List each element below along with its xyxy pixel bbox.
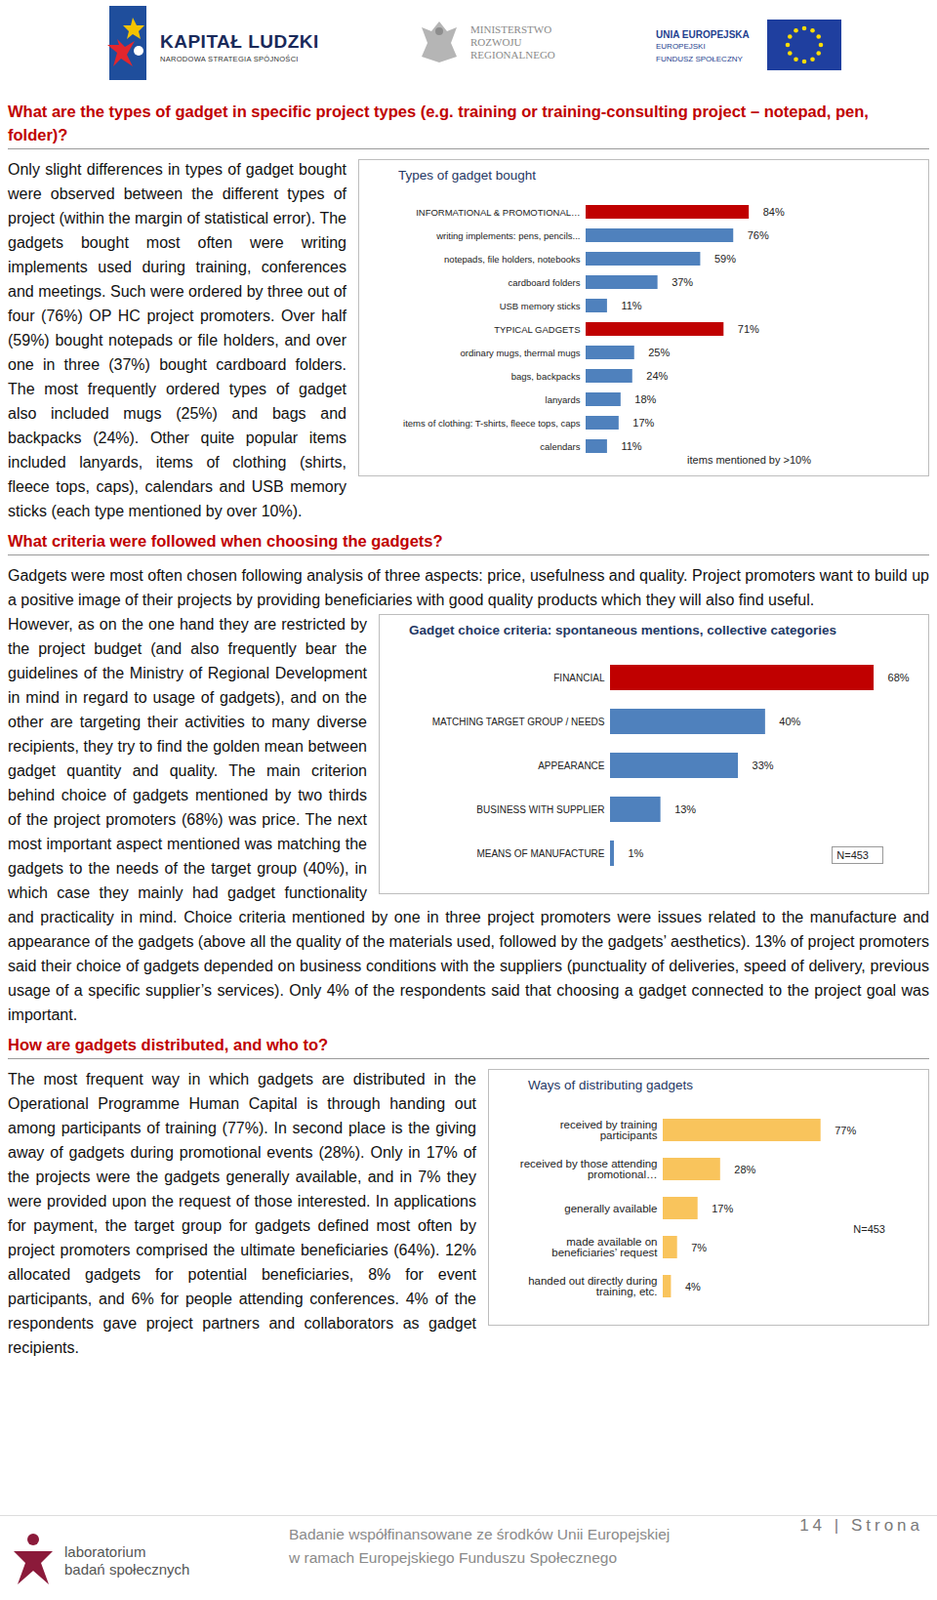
- svg-text:cardboard folders: cardboard folders: [508, 277, 581, 288]
- svg-text:bags, backpacks: bags, backpacks: [511, 370, 581, 382]
- svg-text:4%: 4%: [685, 1280, 701, 1293]
- svg-text:calendars: calendars: [539, 441, 580, 452]
- svg-text:25%: 25%: [648, 346, 670, 359]
- svg-text:13%: 13%: [674, 803, 696, 815]
- svg-text:17%: 17%: [632, 416, 654, 429]
- svg-text:TYPICAL GADGETS: TYPICAL GADGETS: [493, 324, 580, 335]
- svg-text:11%: 11%: [620, 440, 642, 452]
- svg-text:generally available: generally available: [564, 1202, 657, 1215]
- svg-text:17%: 17%: [711, 1202, 734, 1215]
- svg-text:received by trainingparticipan: received by trainingparticipants: [560, 1118, 658, 1142]
- svg-text:40%: 40%: [778, 715, 801, 728]
- svg-text:MEANS OF MANUFACTURE: MEANS OF MANUFACTURE: [476, 848, 605, 859]
- svg-text:USB memory sticks: USB memory sticks: [499, 300, 581, 312]
- svg-text:28%: 28%: [733, 1163, 756, 1176]
- svg-text:items of clothing: T-shirts, f: items of clothing: T-shirts, fleece tops…: [403, 417, 581, 429]
- svg-text:11%: 11%: [620, 299, 642, 312]
- svg-text:7%: 7%: [691, 1241, 707, 1254]
- svg-text:84%: 84%: [763, 205, 785, 218]
- svg-text:18%: 18%: [634, 393, 656, 406]
- svg-text:lanyards: lanyards: [545, 394, 581, 406]
- svg-text:24%: 24%: [646, 369, 668, 382]
- svg-text:BUSINESS WITH SUPPLIER: BUSINESS WITH SUPPLIER: [476, 804, 605, 815]
- svg-text:FINANCIAL: FINANCIAL: [553, 672, 606, 684]
- svg-text:received by those attendingpro: received by those attendingpromotional…: [520, 1157, 658, 1182]
- svg-text:made available onbeneficiaries: made available onbeneficiaries’ request: [551, 1235, 658, 1260]
- svg-text:APPEARANCE: APPEARANCE: [537, 760, 606, 772]
- svg-text:notepads, file holders, notebo: notepads, file holders, notebooks: [444, 253, 581, 265]
- svg-text:33%: 33%: [752, 759, 775, 772]
- svg-text:ordinary mugs, thermal mugs: ordinary mugs, thermal mugs: [459, 347, 580, 359]
- svg-text:37%: 37%: [671, 276, 693, 288]
- svg-text:INFORMATIONAL & PROMOTIONAL…: INFORMATIONAL & PROMOTIONAL…: [415, 206, 580, 218]
- svg-text:1%: 1%: [627, 847, 644, 859]
- svg-text:77%: 77%: [834, 1124, 856, 1137]
- svg-text:59%: 59%: [714, 252, 736, 265]
- svg-text:71%: 71%: [737, 323, 760, 335]
- svg-text:handed out directly duringtrai: handed out directly duringtraining, etc.: [528, 1274, 657, 1299]
- svg-text:MATCHING TARGET GROUP / NEEDS: MATCHING TARGET GROUP / NEEDS: [432, 716, 606, 728]
- svg-text:68%: 68%: [888, 671, 910, 684]
- svg-text:writing implements: pens, penc: writing implements: pens, pencils...: [435, 230, 580, 242]
- svg-text:76%: 76%: [747, 229, 770, 242]
